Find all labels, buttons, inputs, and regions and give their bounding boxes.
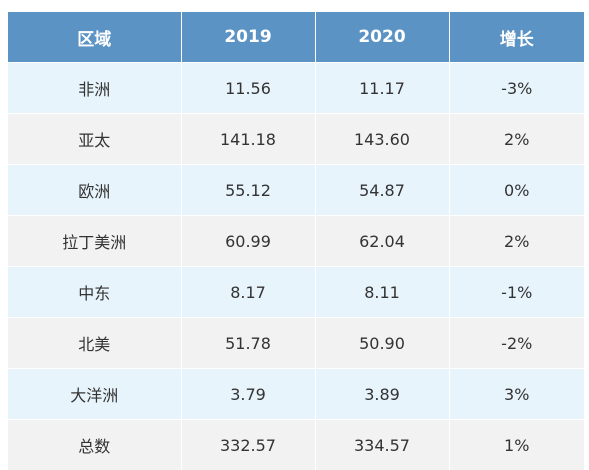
cell-2019: 55.12 [181,165,315,216]
cell-2020: 11.17 [315,63,449,114]
table-row: 大洋洲 3.79 3.89 3% [8,369,584,420]
cell-region: 北美 [8,318,181,369]
cell-region: 总数 [8,420,181,470]
header-2019: 2019 [181,12,315,63]
cell-region: 亚太 [8,114,181,165]
table-row: 北美 51.78 50.90 -2% [8,318,584,369]
cell-2019: 11.56 [181,63,315,114]
cell-2020: 3.89 [315,369,449,420]
header-growth: 增长 [449,12,584,63]
cell-2019: 60.99 [181,216,315,267]
header-region: 区域 [8,12,181,63]
cell-2019: 141.18 [181,114,315,165]
table-row: 非洲 11.56 11.17 -3% [8,63,584,114]
cell-growth: 2% [449,216,584,267]
cell-region: 拉丁美洲 [8,216,181,267]
cell-2019: 51.78 [181,318,315,369]
cell-growth: -1% [449,267,584,318]
cell-growth: 3% [449,369,584,420]
cell-growth: 2% [449,114,584,165]
cell-region: 非洲 [8,63,181,114]
cell-growth: 0% [449,165,584,216]
table-row: 欧洲 55.12 54.87 0% [8,165,584,216]
cell-region: 大洋洲 [8,369,181,420]
total-row: 总数 332.57 334.57 1% [8,420,584,470]
cell-growth: -3% [449,63,584,114]
cell-2019: 332.57 [181,420,315,470]
cell-2020: 334.57 [315,420,449,470]
header-2020: 2020 [315,12,449,63]
cell-2020: 8.11 [315,267,449,318]
table-row: 亚太 141.18 143.60 2% [8,114,584,165]
cell-2020: 54.87 [315,165,449,216]
cell-2019: 3.79 [181,369,315,420]
cell-region: 欧洲 [8,165,181,216]
cell-2020: 50.90 [315,318,449,369]
table-row: 拉丁美洲 60.99 62.04 2% [8,216,584,267]
region-data-table: 区域 2019 2020 增长 非洲 11.56 11.17 -3% 亚太 14… [8,12,584,470]
cell-2020: 62.04 [315,216,449,267]
cell-growth: -2% [449,318,584,369]
cell-2019: 8.17 [181,267,315,318]
cell-2020: 143.60 [315,114,449,165]
cell-growth: 1% [449,420,584,470]
header-row: 区域 2019 2020 增长 [8,12,584,63]
cell-region: 中东 [8,267,181,318]
table-row: 中东 8.17 8.11 -1% [8,267,584,318]
